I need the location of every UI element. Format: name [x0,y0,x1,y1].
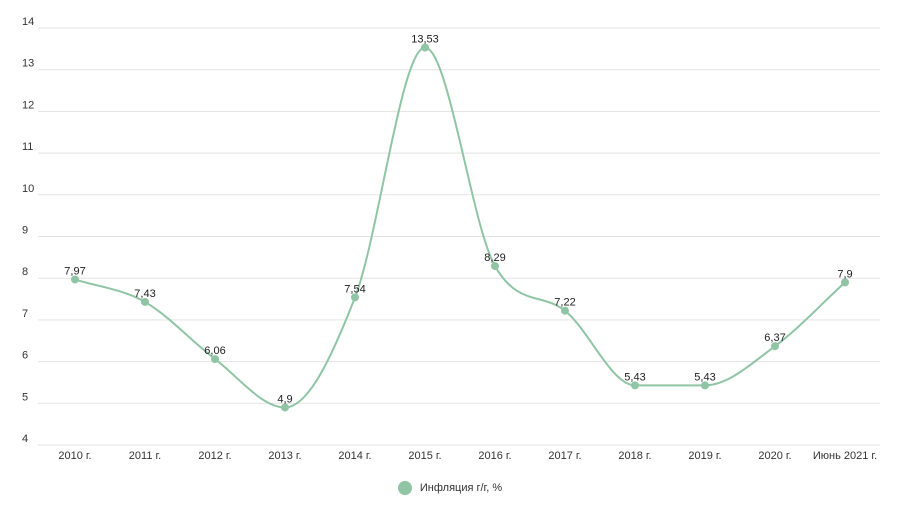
y-axis-ticks: 4 5 6 7 8 9 10 11 12 13 14 [22,16,34,445]
x-tick-label: Июнь 2021 г. [813,450,877,462]
data-point[interactable] [561,306,569,315]
x-tick-label: 2012 г. [198,450,231,462]
data-label: 7,97 [64,265,85,277]
data-point[interactable] [771,342,779,351]
data-point[interactable] [351,293,359,302]
x-tick-label: 2015 г. [408,450,441,462]
x-tick-label: 2014 г. [338,450,371,462]
y-tick-label: 6 [22,350,28,362]
gridlines [38,27,880,446]
data-label: 5,43 [694,371,715,383]
y-tick-label: 12 [22,99,34,111]
data-labels: 7,97 7,43 6,06 4,9 7,54 13,53 8,29 7,22 5,43 5,43… [64,34,852,406]
data-label: 7,9 [837,268,852,280]
data-label: 7,54 [344,283,365,295]
x-tick-label: 2020 г. [758,450,791,462]
data-point[interactable] [71,275,79,284]
data-label: 13,53 [411,34,439,46]
data-points [71,43,849,412]
data-point[interactable] [701,381,709,390]
y-tick-label: 9 [22,225,28,237]
series-line [74,46,846,409]
data-point[interactable] [631,381,639,390]
data-label: 8,29 [484,252,505,264]
data-point[interactable] [421,43,429,52]
data-point[interactable] [281,403,289,412]
data-label: 4,9 [277,393,292,405]
data-label: 6,06 [204,345,225,357]
x-tick-label: 2013 г. [268,450,301,462]
legend-marker [397,481,412,495]
data-label: 5,43 [624,371,645,383]
y-tick-label: 7 [22,308,28,320]
y-tick-label: 5 [22,391,28,403]
data-label: 7,43 [134,288,155,300]
y-tick-label: 4 [22,433,28,445]
data-point[interactable] [211,355,219,364]
x-tick-label: 2018 г. [618,450,651,462]
x-tick-label: 2010 г. [58,450,91,462]
data-label: 6,37 [764,332,785,344]
x-axis-ticks: 2010 г. 2011 г. 2012 г. 2013 г. 2014 г. 2015 … [58,450,877,462]
y-tick-label: 8 [22,266,28,278]
y-tick-label: 14 [22,16,34,28]
y-tick-label: 10 [22,183,34,195]
data-label: 7,22 [554,297,575,309]
data-point[interactable] [141,297,149,306]
x-tick-label: 2019 г. [688,450,721,462]
y-tick-label: 13 [22,58,34,70]
legend[interactable]: Инфляция г/г, % [0,481,900,495]
legend-label: Инфляция г/г, % [419,482,503,494]
x-tick-label: 2017 г. [548,450,581,462]
x-tick-label: 2016 г. [478,450,511,462]
data-point[interactable] [491,262,499,271]
x-tick-label: 2011 г. [129,450,161,462]
y-tick-label: 11 [22,141,33,153]
data-point[interactable] [841,278,849,287]
